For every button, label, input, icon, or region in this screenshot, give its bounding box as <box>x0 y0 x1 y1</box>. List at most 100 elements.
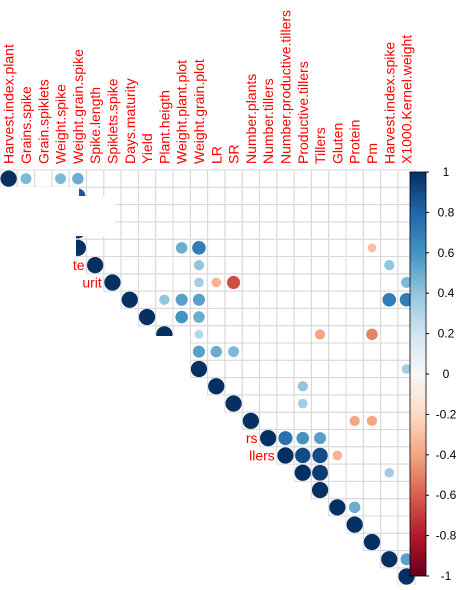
correlation-circle <box>382 292 397 307</box>
colorbar-tick-label: 0 <box>443 367 450 381</box>
grid-cell <box>259 238 278 257</box>
grid-cell <box>120 204 139 223</box>
grid-cell <box>380 377 399 396</box>
column-label: Pm <box>364 143 380 164</box>
correlation-circle <box>72 172 84 185</box>
grid-cell <box>120 238 139 257</box>
grid-cell <box>310 186 330 206</box>
correlation-circle <box>192 241 206 255</box>
grid-cell <box>362 221 382 240</box>
column-label: Number.plants <box>243 74 259 164</box>
grid-cell <box>259 186 278 206</box>
correlation-circle <box>55 173 67 185</box>
grid-cell <box>276 290 295 309</box>
correlation-circle <box>332 450 343 461</box>
grid-cell <box>345 325 364 344</box>
grid-cell <box>259 307 278 327</box>
grid-cell <box>103 238 122 257</box>
colorbar-tick-label: 0.2 <box>438 327 455 341</box>
colorbar: 1 0.8 0.6 0.4 0.2 0 -0.2 -0.4 -0.6 -0.8 -1 <box>409 165 457 583</box>
grid-cell <box>362 377 382 396</box>
correlation-circle <box>295 447 311 464</box>
grid-cell <box>345 204 364 223</box>
colorbar-tick-label: -1 <box>441 569 452 583</box>
grid-cell <box>380 169 399 188</box>
grid-cell <box>241 204 260 223</box>
grid-cell <box>241 290 260 309</box>
colorbar-tick-label: -0.2 <box>436 407 457 421</box>
grid-layer <box>0 169 416 586</box>
grid-cell <box>137 204 157 223</box>
grid-cell <box>259 377 278 396</box>
correlation-circle <box>346 516 363 533</box>
grid-cell <box>362 186 382 206</box>
grid-cell <box>328 394 347 413</box>
correlation-circle <box>175 310 188 324</box>
grid-cell <box>362 429 382 448</box>
grid-cell <box>293 290 312 309</box>
grid-cell <box>103 256 122 275</box>
grid-cell <box>189 169 209 188</box>
colorbar-tick-label: 0.8 <box>438 205 455 219</box>
grid-cell <box>189 186 209 206</box>
correlation-circle <box>193 311 205 323</box>
grid-cell <box>276 169 295 188</box>
grid-cell <box>362 256 382 275</box>
column-label: Harvest.index.spike <box>381 42 397 164</box>
grid-cell <box>259 256 278 275</box>
occlusion-mask <box>0 400 200 470</box>
correlation-circle <box>138 308 156 326</box>
grid-cell <box>328 221 347 240</box>
grid-cell <box>293 221 312 240</box>
grid-cell <box>224 204 243 223</box>
colorbar-tick-label: 0.4 <box>438 286 455 300</box>
correlation-circle <box>367 243 377 253</box>
correlation-circle <box>401 276 413 288</box>
grid-cell <box>241 377 260 396</box>
grid-cell <box>345 186 364 206</box>
column-label: Protein <box>347 120 363 164</box>
grid-cell <box>259 394 278 413</box>
grid-cell <box>362 463 382 482</box>
grid-cell <box>345 342 364 361</box>
correlation-circle <box>193 260 205 271</box>
column-label: LR <box>208 146 224 164</box>
grid-cell <box>189 204 209 223</box>
grid-cell <box>310 221 330 240</box>
grid-cell <box>276 273 295 292</box>
grid-cell <box>120 186 139 206</box>
occlusion-mask <box>0 525 346 585</box>
occlusion-mask <box>0 187 79 196</box>
correlation-circle <box>384 467 395 478</box>
row-label: te <box>73 257 85 273</box>
grid-cell <box>259 359 278 379</box>
colorbar-tick-label: -0.8 <box>436 529 457 543</box>
correlation-circle <box>242 412 259 429</box>
grid-cell <box>328 307 347 327</box>
grid-cell <box>241 221 260 240</box>
grid-cell <box>276 394 295 413</box>
grid-cell <box>328 325 347 344</box>
grid-cell <box>224 290 243 309</box>
grid-cell <box>259 290 278 309</box>
correlation-circle <box>159 294 170 305</box>
column-label: Gluten <box>329 123 345 164</box>
correlation-circle <box>314 329 326 340</box>
grid-cell <box>224 377 243 396</box>
correlation-circle <box>401 364 412 374</box>
grid-cell <box>293 307 312 327</box>
correlation-circle <box>194 277 204 288</box>
grid-cell <box>345 256 364 275</box>
colorbar-gradient <box>409 171 427 577</box>
row-label: urit <box>82 274 102 290</box>
grid-cell <box>241 238 260 257</box>
grid-cell <box>328 377 347 396</box>
grid-cell <box>345 377 364 396</box>
grid-cell <box>328 238 347 257</box>
grid-cell <box>310 204 330 223</box>
grid-cell <box>207 186 226 206</box>
grid-cell <box>241 307 260 327</box>
grid-cell <box>241 342 260 361</box>
correlation-circle <box>175 293 188 306</box>
